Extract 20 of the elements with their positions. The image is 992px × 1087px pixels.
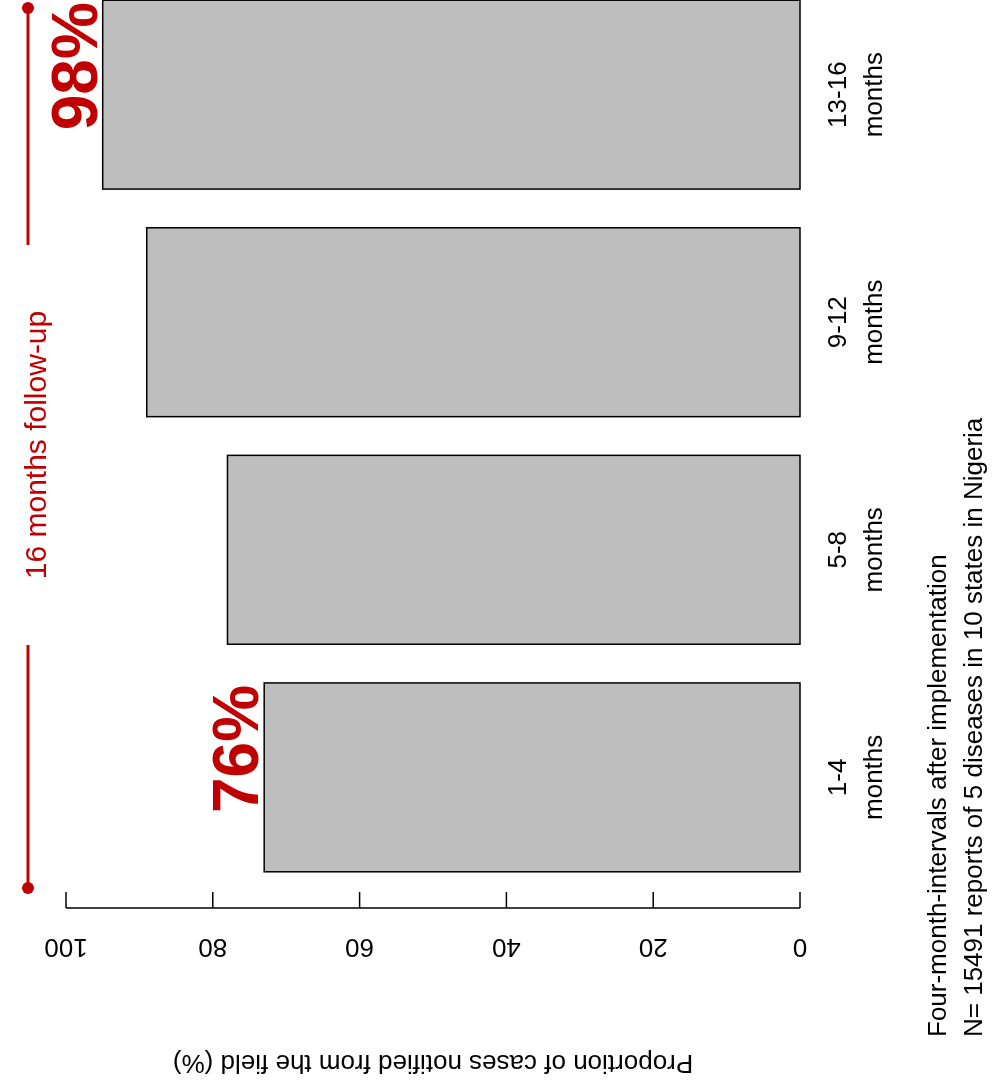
x-axis-title: Proportion of cases notified from the field (%) <box>172 1049 694 1079</box>
annotation: 76% <box>200 684 273 814</box>
text: 16 months follow-up <box>19 310 52 580</box>
text: N= 15491 reports of 5 diseases in 10 states in Nigeria <box>958 417 988 1037</box>
x-tick-label: 40 <box>491 933 521 963</box>
y-tick-label: 13-16 months <box>822 52 888 138</box>
x-tick-label: 20 <box>638 933 668 963</box>
x-tick-label: 100 <box>44 933 88 963</box>
y-axis-title: Four-month-intervals after implementation <box>922 554 952 1037</box>
bar <box>145 227 801 418</box>
y-tick-label: 9-12 months <box>822 279 888 365</box>
annotation: 98% <box>38 2 111 131</box>
x-tick-label: 80 <box>198 933 228 963</box>
y-tick-label: 5-8 months <box>822 507 888 593</box>
bar <box>226 454 801 645</box>
bar <box>101 0 801 190</box>
y-tick-label: 1-4 months <box>822 734 888 820</box>
x-tick-label: 60 <box>345 933 375 963</box>
bar <box>263 682 801 873</box>
x-tick-label: 0 <box>792 933 808 963</box>
